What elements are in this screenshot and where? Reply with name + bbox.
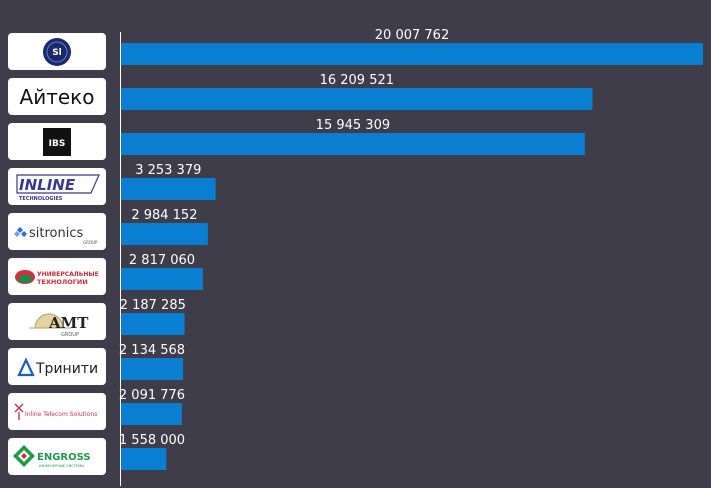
logo-card-its: Inline Telecom Solutions — [8, 393, 106, 430]
ut-subtext: ТЕХНОЛОГИИ — [37, 278, 88, 286]
triniti-wordmark: Тринити — [35, 361, 98, 377]
value-label-4: 3 253 379 — [135, 163, 201, 178]
bar-5 — [121, 223, 208, 245]
sitronics-wordmark: sitronics — [29, 226, 83, 241]
bar-8 — [121, 358, 184, 380]
sitronics-subtext: GROUP — [83, 240, 98, 245]
value-label-5: 2 984 152 — [131, 208, 197, 223]
softline-logo-icon: Sl — [43, 37, 71, 66]
bar-7 — [121, 313, 185, 335]
bar-3 — [121, 133, 585, 155]
sitronics-logo-icon: sitronics GROUP — [14, 226, 98, 245]
aiteko-wordmark: Айтеко — [20, 85, 95, 109]
value-label-6: 2 817 060 — [129, 253, 195, 268]
engross-subtext: ИНЖЕНЕРНЫЕ СИСТЕМЫ — [39, 464, 84, 468]
amt-subtext: GROUP — [61, 332, 79, 338]
amt-logo-icon: AMT GROUP — [29, 313, 89, 338]
logo-card-amt: AMT GROUP — [8, 303, 106, 340]
value-label-2: 16 209 521 — [320, 73, 394, 88]
inline-subtext: TECHNOLOGIES — [19, 196, 63, 202]
triniti-logo-icon: Тринити — [17, 356, 98, 377]
bar-9 — [121, 403, 182, 425]
its-logo-icon: Inline Telecom Solutions — [14, 403, 97, 420]
logo-card-triniti: Тринити — [8, 348, 106, 385]
engross-wordmark: ENGROSS — [37, 452, 91, 463]
bar-10 — [121, 448, 167, 470]
logo-card-softline: Sl — [8, 33, 106, 70]
logo-card-sitronics: sitronics GROUP — [8, 213, 106, 250]
value-label-8: 2 134 568 — [119, 343, 185, 358]
svg-text:Sl: Sl — [52, 48, 62, 58]
value-label-10: 1 558 000 — [119, 433, 185, 448]
ibs-wordmark: IBS — [49, 139, 66, 149]
aiteko-logo-icon: Айтеко — [20, 85, 95, 109]
ut-logo-icon: УНИВЕРСАЛЬНЫЕ ТЕХНОЛОГИИ — [15, 269, 99, 286]
value-label-7: 2 187 285 — [120, 298, 186, 313]
bar-1 — [121, 43, 703, 65]
bar-6 — [121, 268, 203, 290]
inline-wordmark: INLINE — [19, 176, 76, 194]
logo-card-engross: ENGROSS ИНЖЕНЕРНЫЕ СИСТЕМЫ — [8, 438, 106, 475]
bar-4 — [121, 178, 216, 200]
ibs-logo-icon: IBS — [43, 127, 71, 156]
logo-card-inline: INLINE TECHNOLOGIES — [8, 168, 106, 205]
value-label-9: 2 091 776 — [119, 388, 185, 403]
logo-card-aiteko: Айтеко — [8, 78, 106, 115]
amt-wordmark: AMT — [48, 314, 89, 332]
its-wordmark: Inline Telecom Solutions — [25, 411, 97, 418]
inline-logo-icon: INLINE TECHNOLOGIES — [16, 173, 100, 202]
logo-card-ibs: IBS — [8, 123, 106, 160]
logo-card-ut: УНИВЕРСАЛЬНЫЕ ТЕХНОЛОГИИ — [8, 258, 106, 295]
engross-logo-icon: ENGROSS ИНЖЕНЕРНЫЕ СИСТЕМЫ — [13, 444, 91, 468]
value-label-3: 15 945 309 — [316, 118, 390, 133]
bar-2 — [121, 88, 593, 110]
ut-wordmark: УНИВЕРСАЛЬНЫЕ — [37, 271, 99, 278]
value-label-1: 20 007 762 — [375, 28, 449, 43]
